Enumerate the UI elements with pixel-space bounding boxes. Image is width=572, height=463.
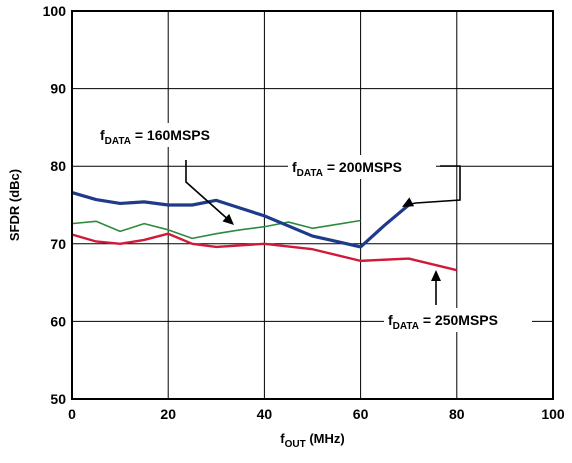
plot-frame: [71, 10, 554, 400]
arrowhead: [222, 213, 234, 225]
x-axis-label-main: f: [280, 431, 285, 446]
annotation-bg: [288, 155, 436, 179]
y-tick-label: 100: [43, 3, 67, 19]
y-tick-label: 70: [50, 236, 66, 252]
annotation-leader-0: [185, 160, 232, 223]
x-tick-label: 0: [68, 406, 76, 422]
y-tick-label: 80: [50, 158, 66, 174]
annotation-label-1: fDATA = 200MSPS: [292, 159, 402, 179]
series-line-2: [71, 232, 458, 272]
grid: [71, 10, 554, 400]
annotation-label-2: fDATA = 250MSPS: [388, 312, 498, 332]
y-axis-label: SFDR (dBc): [7, 169, 22, 241]
annotation-bg: [96, 123, 244, 147]
x-tick-label: 40: [257, 406, 273, 422]
series-lines: [71, 191, 458, 272]
x-tick-label: 60: [353, 406, 369, 422]
annotation-label-0: fDATA = 160MSPS: [100, 127, 210, 147]
arrowhead: [402, 197, 415, 207]
x-axis-label: fOUT (MHz): [280, 431, 344, 450]
x-tick-label: 80: [449, 406, 465, 422]
x-axis-label-rest: (MHz): [306, 431, 345, 446]
y-tick-label: 50: [50, 391, 66, 407]
tick-labels: 0 20 40 60 80 100 50 60 70 80 90 100: [43, 3, 565, 422]
x-tick-label: 100: [541, 406, 565, 422]
y-tick-label: 60: [50, 313, 66, 329]
x-axis-label-sub: OUT: [285, 439, 306, 450]
annotations: fDATA = 160MSPS fDATA = 200MSPS fDATA = 25…: [96, 123, 532, 332]
y-tick-label: 90: [50, 81, 66, 97]
arrowhead: [431, 270, 441, 281]
x-tick-label: 20: [160, 406, 176, 422]
series-line-0: [71, 219, 361, 240]
annotation-bg: [384, 308, 532, 332]
series-line-1: [71, 191, 410, 249]
